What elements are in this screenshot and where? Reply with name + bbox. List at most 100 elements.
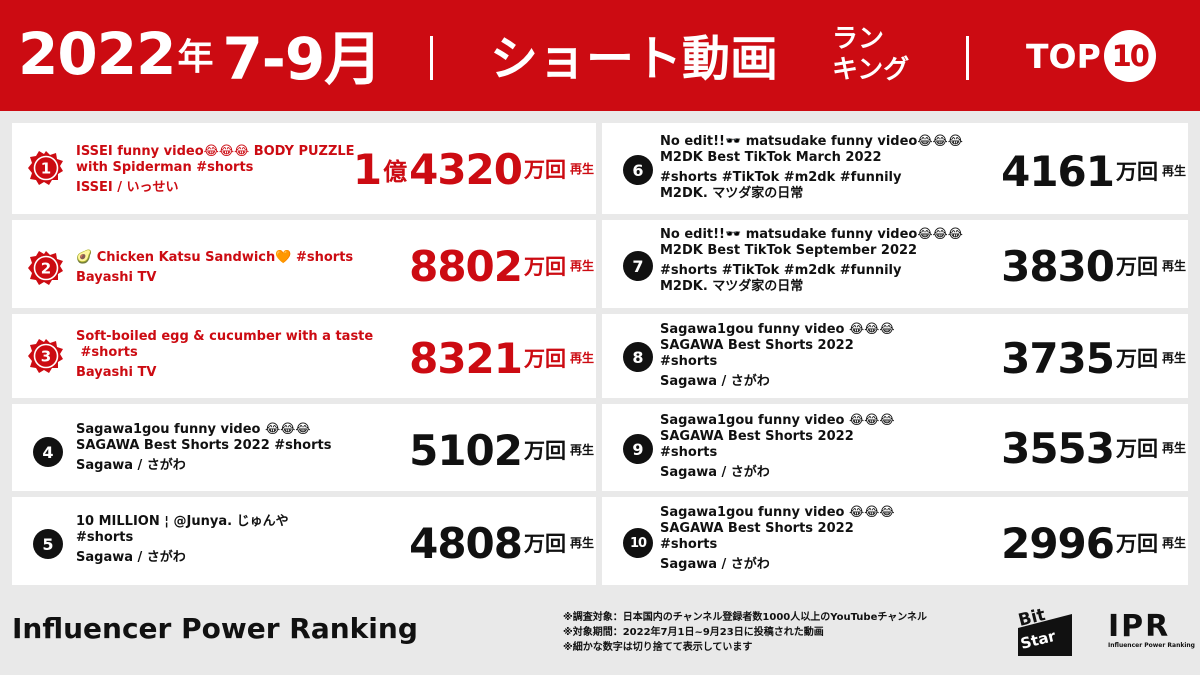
play-label: 再生 [570, 161, 595, 176]
video-info-4: Sagawa1gou funny video 😂😂😂 SAGAWA Best S… [76, 422, 331, 474]
footer-title: Influencer Power Ranking [12, 612, 418, 645]
footnote-line: ※対象期間：2022年7月1日~9月23日に投稿された動画 [563, 627, 824, 638]
count-unit: 万回 [524, 158, 566, 182]
view-count-10: 2996 万回 再生 [1001, 518, 1187, 568]
channel-name: M2DK. マツダ家の日常 [660, 186, 804, 201]
channel-name: M2DK. マツダ家の日常 [660, 279, 804, 294]
view-count-5: 4808 万回 再生 [409, 518, 595, 568]
play-label: 再生 [570, 535, 595, 550]
period-title: 2022 年 7-9月 [18, 14, 382, 94]
video-title-line: SAGAWA Best Shorts 2022 [660, 338, 854, 353]
video-title-line: #shorts [76, 530, 134, 545]
rank-1-number: 1 [41, 160, 51, 178]
video-title-line: #shorts #TikTok #m2dk #funnily [660, 170, 902, 185]
view-count-9: 3553 万回 再生 [1001, 423, 1187, 473]
video-title-line: SAGAWA Best Shorts 2022 [660, 429, 854, 444]
view-count-2: 8802 万回 再生 [409, 242, 594, 291]
ranking-card-8: 8 Sagawa1gou funny video 😂😂😂 SAGAWA Best… [602, 314, 1188, 398]
video-info-8: Sagawa1gou funny video 😂😂😂 SAGAWA Best S… [660, 322, 895, 390]
view-count-3: 8321 万回 再生 [409, 333, 595, 383]
channel-name: Sagawa / さがわ [76, 550, 186, 565]
ranking-card-9: 9 Sagawa1gou funny video 😂😂😂 SAGAWA Best… [602, 404, 1188, 491]
video-title-line: #shorts [76, 345, 138, 360]
view-count-7: 3830 万回 再生 [1001, 241, 1187, 291]
video-title-line: Sagawa1gou funny video 😂😂😂 [76, 422, 311, 437]
video-title-line: SAGAWA Best Shorts 2022 #shorts [76, 438, 332, 453]
ipr-logo-subtext: Influencer Power Ranking [1108, 642, 1195, 649]
page-title: ショート動画 [490, 31, 779, 87]
count-unit: 万回 [1116, 532, 1158, 556]
header-banner: 2022 年 7-9月 ショート動画 ラン キング TOP 10 [0, 0, 1200, 111]
play-label: 再生 [570, 442, 595, 457]
medal-1-icon: 1 [28, 151, 63, 185]
ipr-logo: IPR Influencer Power Ranking [1108, 612, 1195, 650]
header-divider [966, 36, 969, 80]
video-info-3: Soft-boiled egg & cucumber with a taste … [76, 329, 373, 381]
play-label: 再生 [1162, 535, 1187, 550]
ranking-card-6: 6 No edit!!🕶️ matsudake funny video😂😂😂 M… [602, 123, 1188, 214]
video-title-line: #shorts [660, 537, 718, 552]
play-label: 再生 [1162, 440, 1187, 455]
count-unit: 万回 [524, 347, 566, 371]
count-unit: 万回 [1116, 437, 1158, 461]
video-info-9: Sagawa1gou funny video 😂😂😂 SAGAWA Best S… [660, 413, 895, 481]
bitstar-logo: Bit Star [1018, 606, 1072, 656]
count-value: 3553 [1001, 423, 1115, 473]
video-title-line: #shorts #TikTok #m2dk #funnily [660, 263, 902, 278]
ranking-label-line2: キング [832, 55, 910, 85]
rank-5-badge: 5 [33, 529, 63, 559]
count-value: 5102 [409, 425, 523, 475]
count-value: 4320 [409, 144, 523, 194]
video-title-line: No edit!!🕶️ matsudake funny video😂😂😂 [660, 134, 963, 149]
ranking-label: ラン キング [832, 24, 922, 86]
header-divider [430, 36, 433, 80]
year-suffix: 年 [177, 37, 213, 78]
video-title-line: 🥑 Chicken Katsu Sandwich🧡 #shorts [76, 250, 354, 265]
count-value: 3830 [1001, 241, 1115, 291]
channel-name: Sagawa / さがわ [660, 374, 770, 389]
top-number-circle: 10 [1103, 30, 1156, 82]
play-label: 再生 [1162, 163, 1187, 178]
medal-3-icon: 3 [28, 339, 63, 373]
top-label: TOP [1026, 36, 1101, 76]
video-title-line: SAGAWA Best Shorts 2022 [660, 521, 854, 536]
video-title-line: #shorts [660, 445, 718, 460]
view-count-4: 5102 万回 再生 [409, 425, 595, 475]
video-title-line: Sagawa1gou funny video 😂😂😂 [660, 505, 895, 520]
months-text: 7-9月 [222, 25, 382, 93]
rank-4-badge: 4 [33, 437, 63, 467]
count-unit: 万回 [524, 439, 566, 463]
play-label: 再生 [570, 350, 595, 365]
video-title-line: No edit!!🕶️ matsudake funny video😂😂😂 [660, 227, 963, 242]
video-info-2: 🥑 Chicken Katsu Sandwich🧡 #shorts Bayash… [76, 250, 353, 286]
footnote-line: ※調査対象：日本国内のチャンネル登録者数1000人以上のYouTubeチャンネル [563, 612, 928, 623]
rank-6-badge: 6 [623, 155, 653, 185]
count-value: 8321 [409, 333, 523, 383]
oku-label: 億 [383, 157, 408, 186]
channel-name: Sagawa / さがわ [660, 465, 770, 480]
ranking-label-line1: ラン [832, 24, 885, 54]
count-unit: 万回 [1116, 347, 1158, 371]
channel-name: Sagawa / さがわ [76, 458, 186, 473]
channel-name: ISSEI / いっせい [76, 180, 179, 195]
ranking-card-10: 10 Sagawa1gou funny video 😂😂😂 SAGAWA Bes… [602, 497, 1188, 585]
count-value: 4161 [1001, 146, 1115, 196]
count-unit: 万回 [524, 255, 566, 279]
video-title-line: 10 MILLION ¦ @Junya. じゅんや [76, 514, 289, 529]
video-info-7: No edit!!🕶️ matsudake funny video😂😂😂 M2D… [660, 227, 963, 295]
channel-name: Bayashi TV [76, 270, 157, 285]
play-label: 再生 [1162, 258, 1187, 273]
video-info-10: Sagawa1gou funny video 😂😂😂 SAGAWA Best S… [660, 505, 895, 573]
video-title-line: M2DK Best TikTok September 2022 [660, 243, 918, 258]
count-value: 3735 [1001, 333, 1115, 383]
top10-badge: TOP 10 [1026, 26, 1156, 86]
play-label: 再生 [1162, 350, 1187, 365]
video-title-line: Soft-boiled egg & cucumber with a taste [76, 329, 374, 344]
count-value: 2996 [1001, 518, 1115, 568]
count-oku: 1 [352, 144, 382, 194]
channel-name: Sagawa / さがわ [660, 557, 770, 572]
view-count-6: 4161 万回 再生 [1001, 146, 1187, 196]
count-value: 4808 [409, 518, 523, 568]
count-unit: 万回 [524, 532, 566, 556]
count-unit: 万回 [1116, 160, 1158, 184]
